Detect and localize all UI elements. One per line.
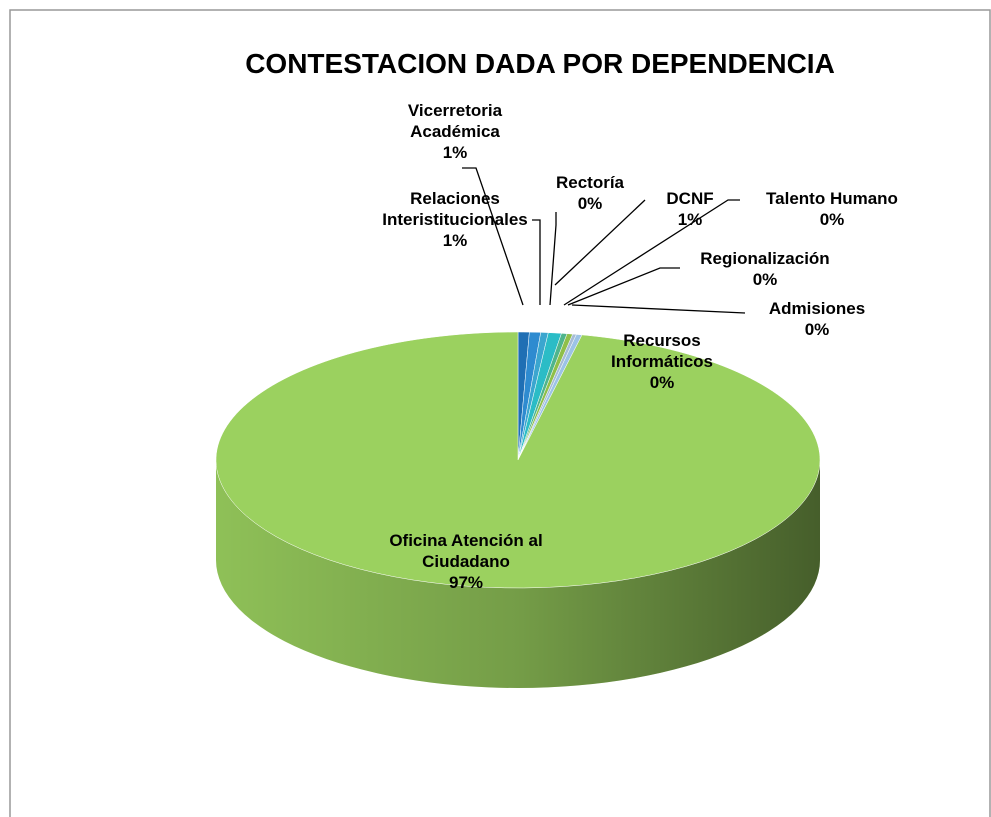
data-label: Relaciones Interistitucionales 1%: [355, 188, 555, 251]
data-label: Oficina Atención al Ciudadano 97%: [376, 530, 556, 593]
data-label-name: Recursos Informáticos: [610, 331, 714, 371]
leader-line: [571, 304, 746, 314]
leader-line: [567, 267, 680, 306]
data-label: Rectoría 0%: [540, 172, 640, 214]
data-label: Vicerretoria Académica 1%: [390, 100, 520, 163]
data-label-value: 0%: [819, 210, 845, 229]
data-label-name: Oficina Atención al Ciudadano: [389, 531, 543, 571]
leader-line: [462, 167, 524, 306]
data-label: Talento Humano 0%: [747, 188, 917, 230]
data-label-name: Rectoría: [555, 173, 625, 192]
data-label: DCNF 1%: [650, 188, 730, 230]
slice: [215, 331, 821, 589]
data-label: Regionalización 0%: [675, 248, 855, 290]
data-label: Recursos Informáticos 0%: [587, 330, 737, 393]
leader-line: [549, 212, 557, 306]
data-label-value: 0%: [577, 194, 603, 213]
data-label-value: 97%: [448, 573, 484, 592]
data-label-name: Admisiones: [768, 299, 866, 318]
data-label-name: Regionalización: [700, 249, 830, 268]
data-label-value: 0%: [804, 320, 830, 339]
data-label-name: Relaciones Interistitucionales: [382, 189, 528, 229]
data-label-value: 1%: [442, 143, 468, 162]
leader-lines: [462, 167, 746, 314]
leader-line: [563, 199, 740, 306]
chart-title: CONTESTACION DADA POR DEPENDENCIA: [245, 48, 835, 79]
data-label-value: 0%: [649, 373, 675, 392]
leader-line: [532, 219, 541, 305]
data-label-name: Vicerretoria Académica: [407, 101, 503, 141]
slice-side-shade: [216, 460, 820, 688]
data-label: Admisiones 0%: [747, 298, 887, 340]
leader-line: [554, 199, 646, 286]
data-label-value: 1%: [677, 210, 703, 229]
data-label-name: DCNF: [666, 189, 714, 208]
data-label-value: 1%: [442, 231, 468, 250]
data-label-value: 0%: [752, 270, 778, 289]
data-label-name: Talento Humano: [766, 189, 898, 208]
